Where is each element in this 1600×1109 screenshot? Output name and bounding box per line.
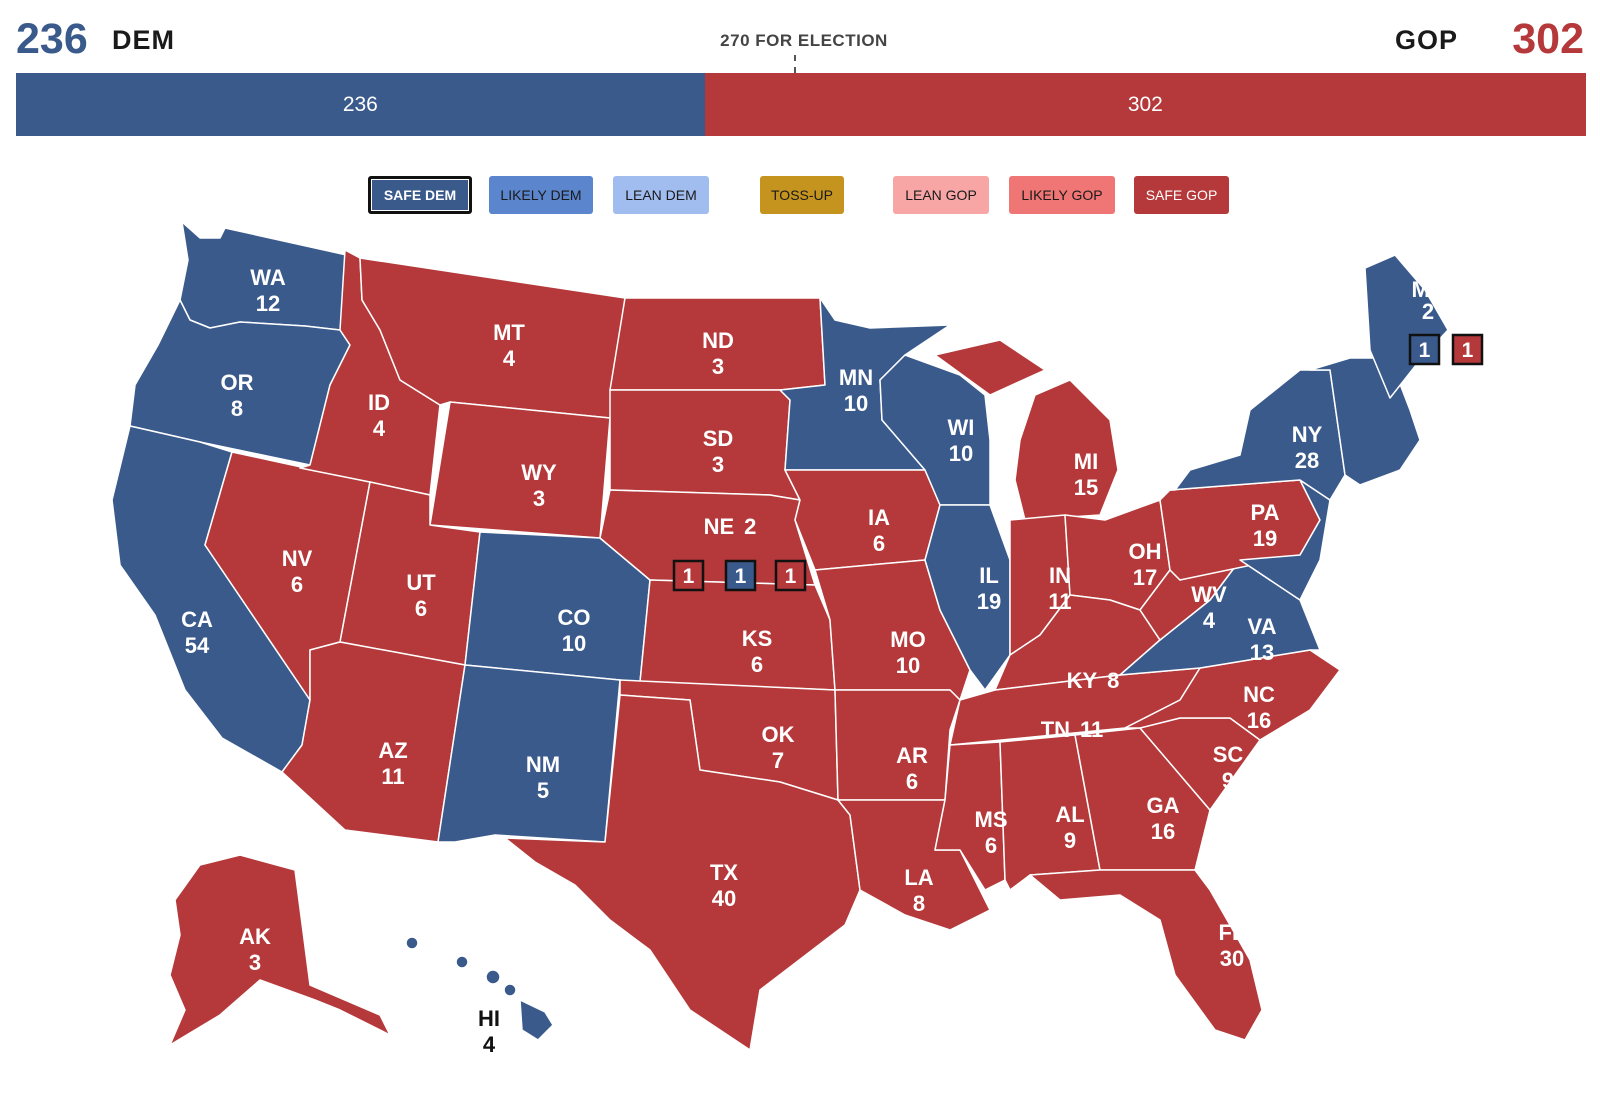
label-MS: MS 6 [975, 807, 1008, 858]
district-boxes: 1 1 1 1 1 [672, 333, 1484, 592]
state-labels: WA 12 OR 8 CA 54 NV 6 ID 4 MT 4 WY 3 UT 6 AZ 11 C… [181, 265, 1444, 1057]
label-NM: NM 5 [526, 752, 560, 803]
label-KS: KS 6 [742, 626, 773, 677]
label-IA: IA 6 [868, 505, 890, 556]
state-WI[interactable] [879, 354, 991, 506]
label-AK: AK 3 [239, 924, 271, 975]
label-MN: MN 10 [839, 365, 873, 416]
legend-likely-gop-button[interactable]: LIKELY GOP [1009, 176, 1115, 214]
district-ME-1[interactable]: 1 [1408, 333, 1441, 366]
label-AZ: AZ 11 [378, 738, 407, 789]
label-WY: WY 3 [521, 460, 557, 511]
label-CA: CA 54 [181, 607, 213, 658]
electoral-vote-bar: 236 302 [16, 73, 1586, 136]
threshold-label: 270 FOR ELECTION [720, 31, 888, 50]
state-AZ[interactable] [281, 641, 466, 843]
label-OH: OH 17 [1129, 539, 1162, 590]
label-KY: KY 8 [1067, 668, 1120, 693]
legend-toss-up-button[interactable]: TOSS-UP [760, 176, 844, 214]
label-WI: WI 10 [948, 415, 975, 466]
state-HI[interactable] [405, 936, 554, 1041]
label-VA: VA 13 [1248, 614, 1277, 665]
label-WA: WA 12 [250, 265, 286, 316]
label-UT: UT 6 [406, 570, 436, 621]
label-AL: AL 9 [1055, 802, 1084, 853]
label-ND: ND 3 [702, 328, 734, 379]
district-NE-2[interactable]: 1 [724, 559, 757, 592]
label-NY: NY 28 [1292, 422, 1323, 473]
state-IA[interactable] [784, 469, 941, 571]
state-shapes [111, 221, 1449, 1051]
label-MI: MI 15 [1074, 449, 1098, 500]
district-NE-3[interactable]: 1 [774, 559, 807, 592]
label-OR: OR 8 [221, 370, 254, 421]
label-TX: TX 40 [710, 860, 738, 911]
state-NE[interactable] [599, 489, 816, 586]
svg-text:1: 1 [735, 565, 747, 588]
label-IL: IL 19 [977, 563, 1001, 614]
district-NE-1[interactable]: 1 [672, 559, 705, 592]
dem-bar-segment: 236 [16, 73, 705, 136]
label-NE: NE 2 [704, 514, 757, 539]
label-NV: NV 6 [282, 546, 313, 597]
state-AK[interactable] [169, 854, 391, 1046]
label-TN: TN 11 [1041, 717, 1104, 742]
label-SD: SD 3 [703, 426, 734, 477]
label-CO: CO 10 [558, 605, 591, 656]
state-NJ-DE-MD[interactable] [1239, 479, 1331, 601]
state-NC[interactable] [1124, 649, 1341, 741]
dem-electoral-total: 236 [16, 15, 88, 63]
label-WV: WV 4 [1191, 582, 1227, 633]
label-LA: LA 8 [904, 865, 933, 916]
label-FL: FL 30 [1219, 920, 1246, 971]
state-KS[interactable] [639, 579, 836, 691]
label-HI: HI 4 [478, 1006, 500, 1057]
legend-safe-dem-button[interactable]: SAFE DEM [368, 176, 472, 214]
state-IL[interactable] [924, 504, 1011, 691]
svg-text:1: 1 [683, 565, 695, 588]
label-GA: GA 16 [1147, 793, 1180, 844]
gop-party-label: GOP [1394, 25, 1458, 55]
label-AR: AR 6 [896, 743, 928, 794]
dem-party-label: DEM [112, 25, 175, 55]
label-ME: ME 2 [1412, 277, 1445, 324]
state-WY[interactable] [429, 401, 611, 539]
threshold-marker [794, 55, 796, 73]
label-MO: MO 10 [890, 627, 925, 678]
state-GA[interactable] [1074, 727, 1211, 871]
label-SC: SC 9 [1213, 742, 1244, 793]
legend-safe-gop-button[interactable]: SAFE GOP [1134, 176, 1229, 214]
district-ME-2[interactable]: 1 [1451, 333, 1484, 366]
state-TX[interactable] [504, 694, 861, 1051]
label-NC: NC 16 [1243, 682, 1275, 733]
gop-electoral-total: 302 [1512, 15, 1584, 63]
legend-likely-dem-button[interactable]: LIKELY DEM [489, 176, 593, 214]
label-PA: PA 19 [1251, 500, 1280, 551]
label-OK: OK 7 [762, 722, 795, 773]
svg-text:1: 1 [1462, 339, 1474, 362]
legend-lean-gop-button[interactable]: LEAN GOP [893, 176, 989, 214]
svg-text:1: 1 [1419, 339, 1431, 362]
gop-bar-segment: 302 [704, 73, 1586, 136]
state-FL[interactable] [1029, 869, 1263, 1041]
label-IN: IN 11 [1048, 563, 1071, 614]
label-ID: ID 4 [368, 390, 390, 441]
legend-lean-dem-button[interactable]: LEAN DEM [613, 176, 709, 214]
state-MI[interactable] [934, 339, 1119, 521]
label-MT: MT 4 [493, 320, 525, 371]
svg-text:1: 1 [785, 565, 797, 588]
